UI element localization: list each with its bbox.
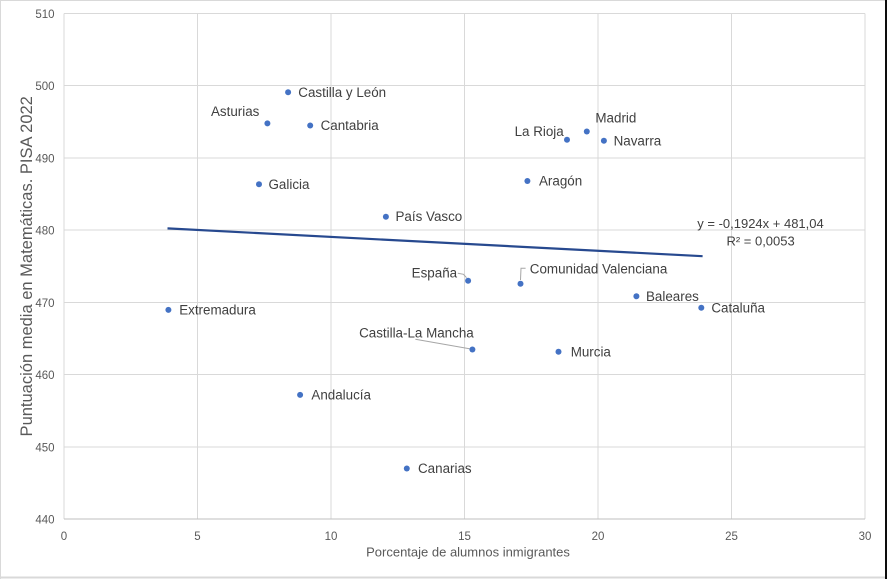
- svg-text:España: España: [412, 266, 458, 281]
- svg-text:0: 0: [61, 531, 67, 543]
- svg-text:10: 10: [325, 531, 338, 543]
- svg-text:450: 450: [35, 442, 54, 454]
- svg-text:Aragón: Aragón: [539, 174, 582, 189]
- svg-text:460: 460: [35, 370, 54, 382]
- svg-text:15: 15: [458, 531, 471, 543]
- svg-text:30: 30: [859, 531, 872, 543]
- svg-text:Navarra: Navarra: [614, 133, 662, 148]
- svg-text:La Rioja: La Rioja: [515, 124, 565, 139]
- svg-text:y = -0,1924x + 481,04: y = -0,1924x + 481,04: [697, 216, 823, 231]
- svg-text:Andalucía: Andalucía: [311, 388, 371, 403]
- svg-text:510: 510: [35, 9, 54, 21]
- svg-text:440: 440: [35, 514, 54, 526]
- svg-text:480: 480: [35, 226, 54, 238]
- svg-text:Canarias: Canarias: [418, 461, 472, 476]
- svg-text:470: 470: [35, 298, 54, 310]
- svg-text:Madrid: Madrid: [595, 111, 636, 126]
- svg-text:20: 20: [592, 531, 605, 543]
- svg-text:5: 5: [194, 531, 200, 543]
- svg-text:Extremadura: Extremadura: [179, 303, 256, 318]
- svg-text:Galicia: Galicia: [269, 177, 310, 192]
- svg-text:Cataluña: Cataluña: [711, 300, 765, 315]
- svg-text:País Vasco: País Vasco: [396, 209, 463, 224]
- svg-text:Baleares: Baleares: [646, 289, 699, 304]
- svg-text:Castilla y León: Castilla y León: [298, 85, 386, 100]
- svg-text:25: 25: [725, 531, 738, 543]
- svg-text:Castilla-La Mancha: Castilla-La Mancha: [359, 325, 474, 340]
- svg-text:R² = 0,0053: R² = 0,0053: [726, 234, 794, 249]
- svg-text:500: 500: [35, 81, 54, 93]
- svg-text:Murcia: Murcia: [571, 344, 612, 359]
- svg-text:Cantabria: Cantabria: [321, 118, 380, 133]
- svg-text:Comunidad Valenciana: Comunidad Valenciana: [530, 261, 668, 276]
- svg-text:490: 490: [35, 153, 54, 165]
- svg-text:Porcentaje de alumnos inmigran: Porcentaje de alumnos inmigrantes: [366, 545, 570, 560]
- svg-text:Puntuación media en Matemática: Puntuación media en Matemáticas. PISA 20…: [18, 96, 36, 436]
- svg-text:Asturias: Asturias: [211, 104, 260, 119]
